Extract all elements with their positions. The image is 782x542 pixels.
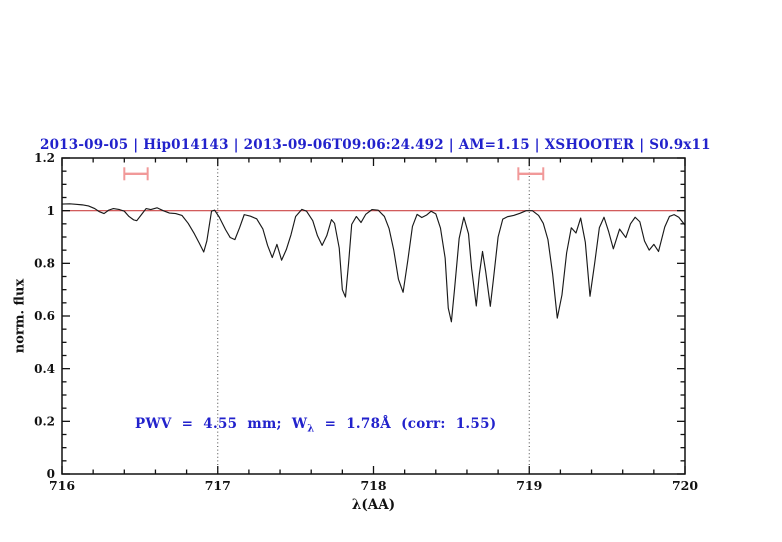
pwv-annotation-lambda-subscript: λ [307, 423, 315, 435]
band-markers [123, 167, 545, 181]
pwv-annotation: PWV = 4.55 mm; Wλ = 1.78Å (corr: 1.55) [135, 416, 496, 435]
x-tick-labels: 716 717 718 719 720 [49, 478, 698, 493]
x-tick-label: 720 [672, 478, 698, 493]
spectrum-line [61, 203, 686, 323]
y-tick-label: 0.8 [34, 257, 55, 271]
y-tick-label: 0 [47, 467, 55, 481]
x-tick-label: 716 [49, 478, 75, 493]
pwv-annotation-part1: PWV = 4.55 mm; W [135, 416, 308, 432]
y-tick-label: 1.2 [34, 151, 55, 165]
plot-title: 2013-09-05 | Hip014143 | 2013-09-06T09:0… [40, 137, 711, 153]
dotted-vlines [217, 158, 530, 474]
y-tick-label: 1 [47, 204, 55, 218]
y-tick-label: 0.6 [34, 309, 55, 323]
pwv-annotation-part2: = 1.78Å (corr: 1.55) [314, 416, 497, 432]
y-tick-label: 0.4 [34, 362, 55, 376]
x-tick-label: 717 [205, 478, 231, 493]
y-axis-label: norm. flux [12, 278, 28, 354]
axis-ticks [61, 157, 686, 475]
x-tick-label: 719 [516, 478, 542, 493]
y-tick-label: 0.2 [34, 415, 55, 429]
x-axis-label: λ(AA) [351, 497, 396, 513]
x-tick-label: 718 [360, 478, 386, 493]
y-tick-labels: 0 0.2 0.4 0.6 0.8 1 1.2 [34, 151, 55, 481]
